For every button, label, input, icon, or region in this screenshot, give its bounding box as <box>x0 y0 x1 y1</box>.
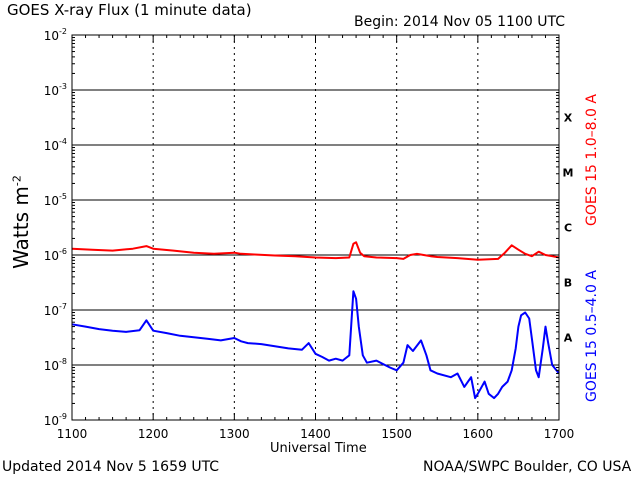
y-tick-label: 10-3 <box>44 82 67 98</box>
flare-class-c: C <box>564 222 572 235</box>
x-tick-label: 1500 <box>381 427 412 441</box>
y-tick-exponent: -6 <box>59 247 67 256</box>
updated-timestamp: Updated 2014 Nov 5 1659 UTC <box>2 459 220 475</box>
flare-class-a: A <box>564 332 573 345</box>
x-tick-label: 1300 <box>219 427 250 441</box>
y-tick-exponent: -2 <box>59 27 67 36</box>
credit-line: NOAA/SWPC Boulder, CO USA <box>423 459 632 475</box>
series-long-line <box>71 241 560 261</box>
x-tick-label: 1700 <box>544 427 575 441</box>
y-tick-exponent: -3 <box>59 82 67 91</box>
y-tick-label: 10-7 <box>44 302 67 318</box>
flare-class-x: X <box>564 112 573 125</box>
y-tick-label: 10-2 <box>44 27 67 43</box>
y-tick-exponent: -5 <box>59 192 67 201</box>
x-tick-label: 1400 <box>300 427 331 441</box>
y-tick-label: 10-9 <box>44 412 67 428</box>
flare-class-m: M <box>563 167 574 180</box>
y-tick-exponent: -4 <box>59 137 67 146</box>
x-tick-label: 1100 <box>57 427 88 441</box>
flare-class-b: B <box>564 277 572 290</box>
begin-time: Begin: 2014 Nov 05 1100 UTC <box>354 14 565 30</box>
y-tick-label: 10-8 <box>44 357 67 373</box>
y-tick-label: 10-6 <box>44 247 67 263</box>
y-tick-label: 10-5 <box>44 192 67 208</box>
x-tick-label: 1200 <box>138 427 169 441</box>
y-tick-label: 10-4 <box>44 137 67 153</box>
chart-title: GOES X-ray Flux (1 minute data) <box>7 1 252 19</box>
legend-short-channel: GOES 15 0.5–4.0 A <box>584 270 600 402</box>
series-group <box>71 241 560 400</box>
series-short-line <box>71 290 560 400</box>
x-tick-label: 1600 <box>463 427 494 441</box>
grid-lines <box>72 35 559 420</box>
axis-ticks: 10-9 10-8 10-7 10-6 10-5 10-4 10-3 10-2 1100 1200… <box>44 27 575 441</box>
legend-long-channel: GOES 15 1.0–8.0 A <box>584 94 600 226</box>
x-axis-label: Universal Time <box>270 441 367 456</box>
y-tick-exponent: -8 <box>59 357 67 366</box>
y-tick-exponent: -9 <box>59 412 67 421</box>
y-tick-exponent: -7 <box>59 302 67 311</box>
